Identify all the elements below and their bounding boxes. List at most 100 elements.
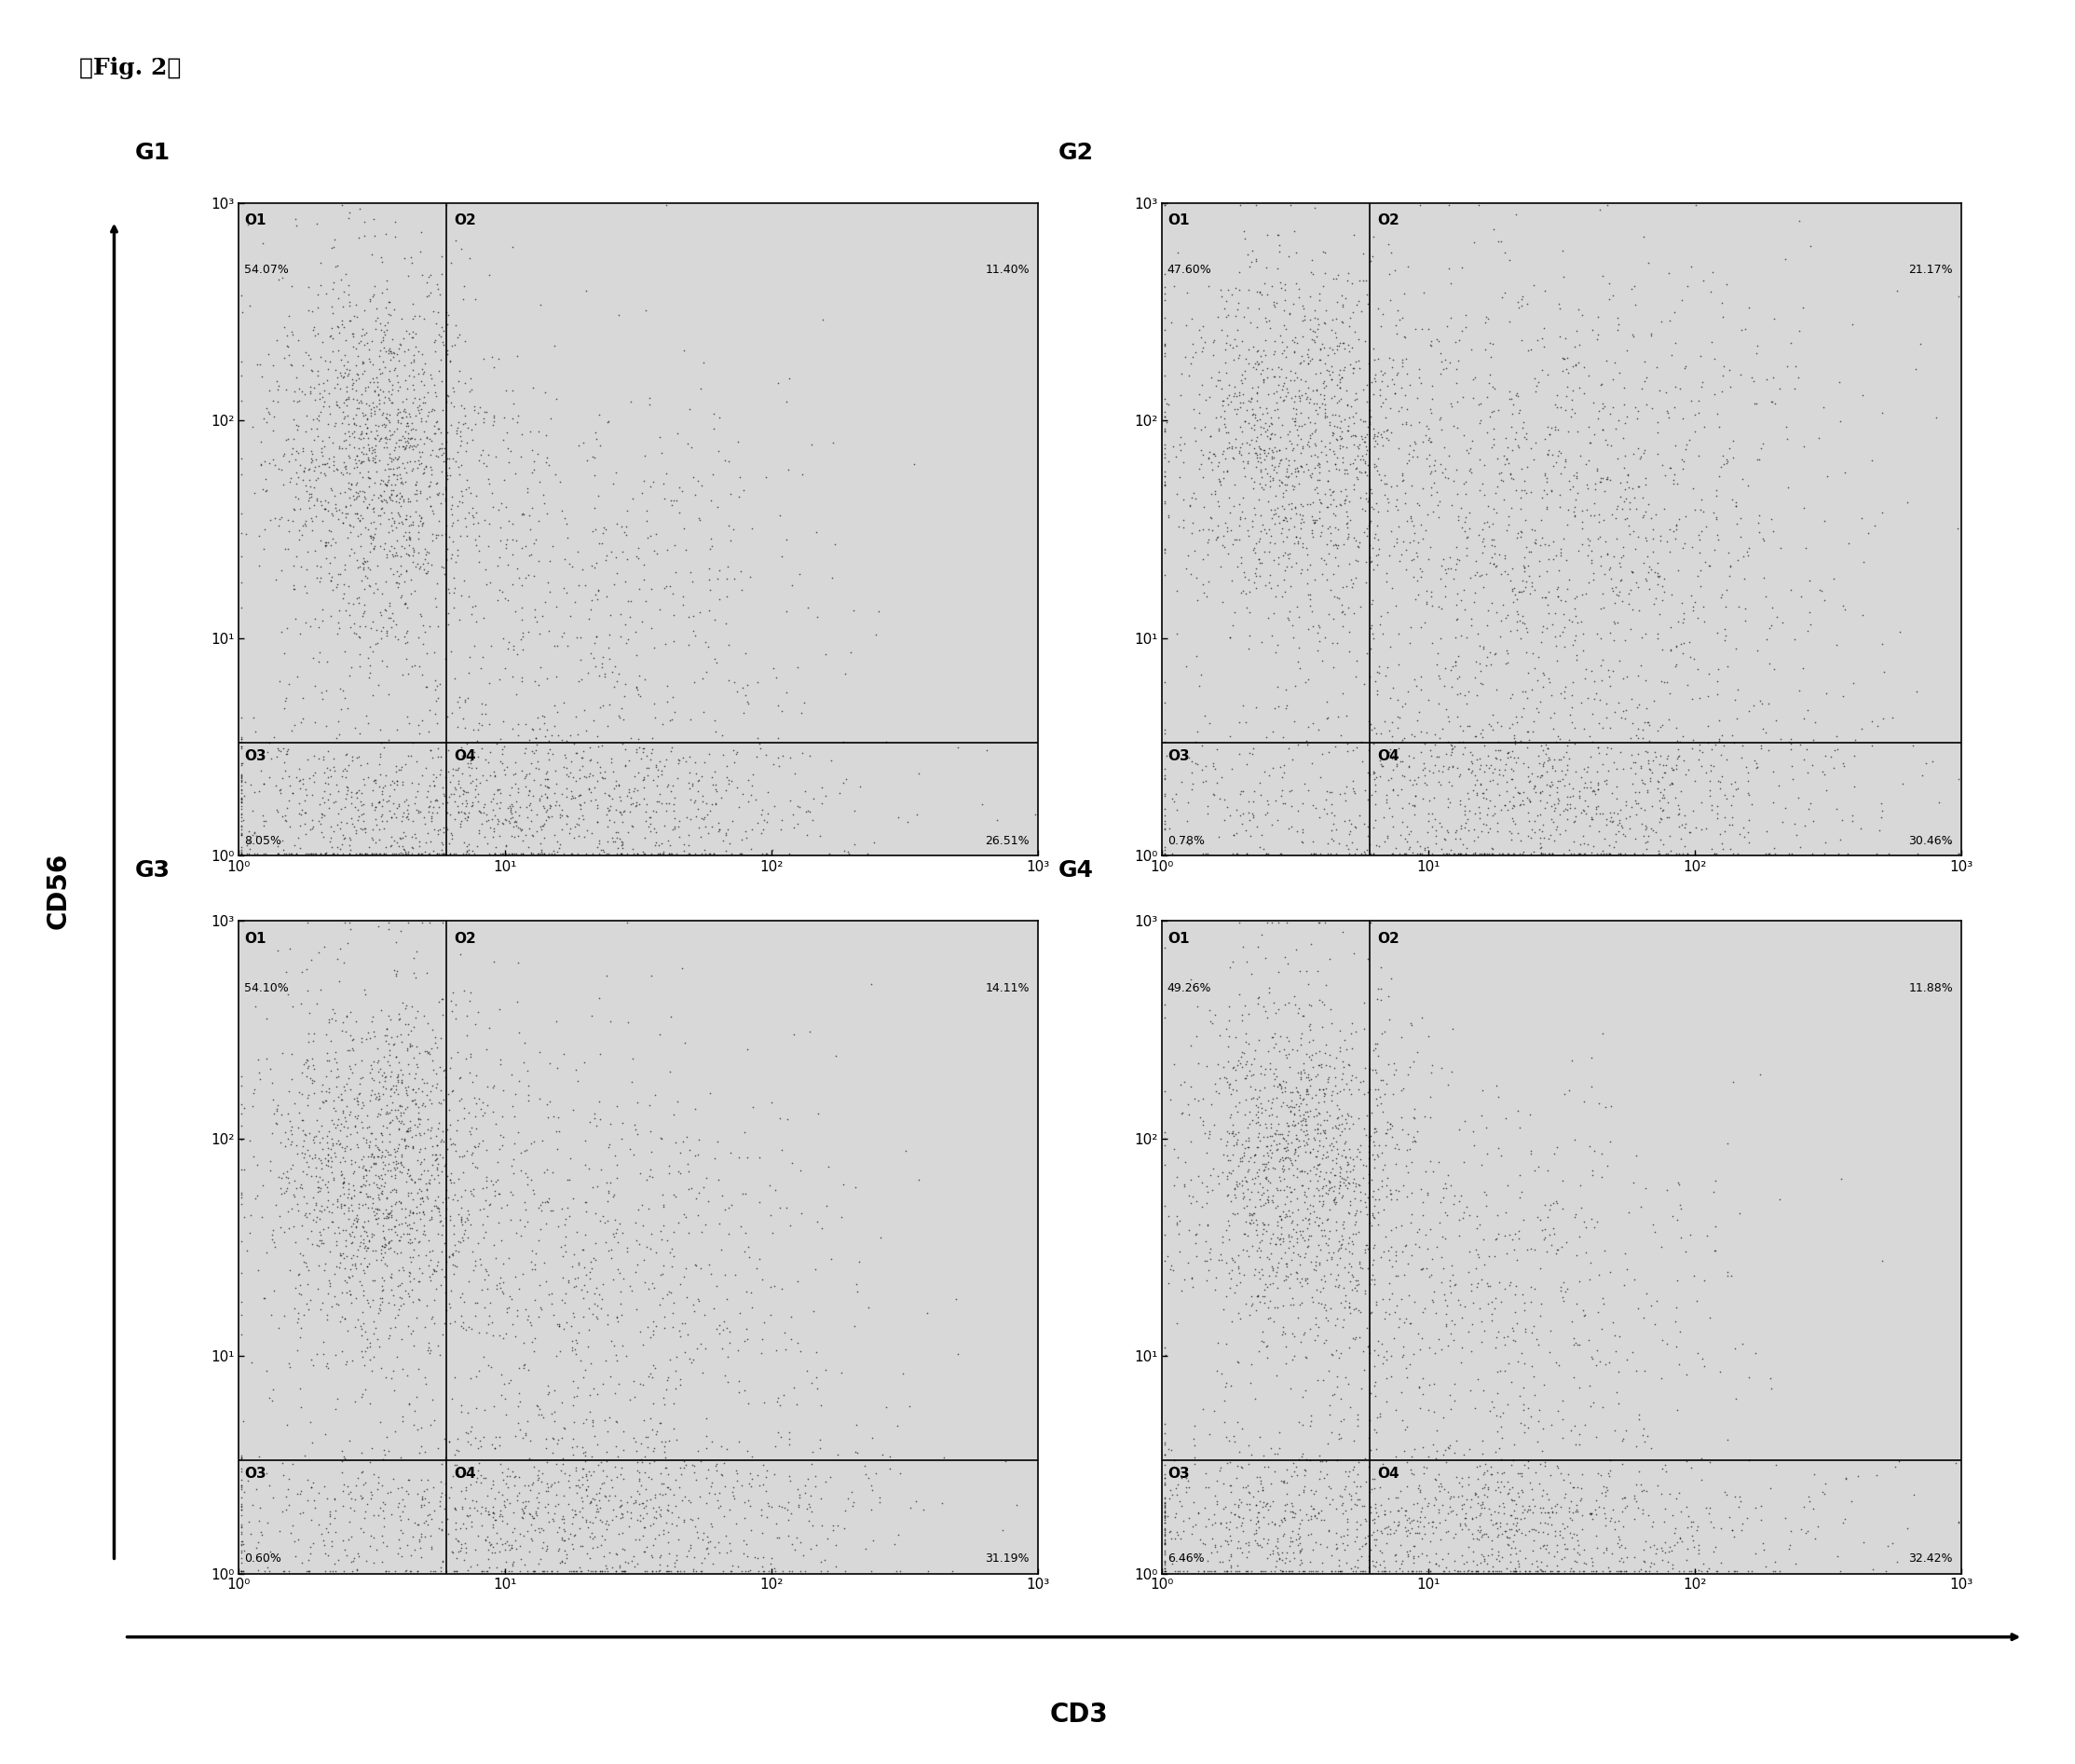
Point — [394, 415, 427, 443]
Point — [324, 1307, 357, 1335]
Point — [689, 658, 722, 686]
Point — [407, 1200, 440, 1228]
Point — [1517, 773, 1550, 801]
Point — [1500, 476, 1533, 505]
Point — [1324, 1168, 1357, 1196]
Point — [1751, 736, 1784, 764]
Point — [1496, 679, 1529, 707]
Point — [1183, 399, 1216, 427]
Point — [276, 1194, 309, 1222]
Point — [357, 1221, 390, 1249]
Point — [1629, 363, 1662, 392]
Point — [1316, 335, 1349, 363]
Point — [1147, 1498, 1181, 1526]
Point — [382, 497, 415, 526]
Point — [313, 531, 347, 559]
Point — [1440, 647, 1473, 676]
Point — [1506, 677, 1540, 706]
Point — [1469, 651, 1502, 679]
Point — [1172, 1182, 1206, 1210]
Point — [357, 1319, 390, 1348]
Point — [1351, 1235, 1384, 1263]
Point — [403, 1118, 436, 1147]
Point — [315, 476, 349, 505]
Point — [380, 1304, 413, 1332]
Point — [311, 1141, 344, 1170]
Point — [297, 316, 330, 344]
Point — [577, 517, 610, 545]
Point — [1349, 1238, 1382, 1267]
Point — [483, 1501, 517, 1529]
Point — [224, 1180, 257, 1208]
Point — [1471, 1268, 1504, 1297]
Point — [465, 1461, 498, 1489]
Point — [1316, 478, 1349, 506]
Point — [320, 494, 353, 522]
Point — [641, 840, 674, 868]
Point — [351, 1547, 384, 1575]
Point — [697, 400, 730, 429]
Point — [430, 1205, 463, 1233]
Point — [649, 797, 683, 826]
Point — [1351, 1231, 1384, 1259]
Point — [1257, 1256, 1291, 1284]
Point — [1214, 1542, 1247, 1570]
Point — [558, 1272, 591, 1300]
Point — [423, 415, 457, 443]
Point — [579, 1279, 612, 1307]
Point — [687, 1519, 720, 1547]
Point — [556, 764, 589, 792]
Point — [1390, 506, 1423, 534]
Point — [749, 741, 782, 769]
Point — [1226, 1508, 1260, 1536]
Point — [1328, 600, 1361, 628]
Point — [1274, 494, 1307, 522]
Point — [1243, 549, 1276, 577]
Point — [1623, 1457, 1656, 1485]
Point — [413, 279, 446, 307]
Point — [1432, 767, 1465, 796]
Point — [1627, 501, 1660, 529]
Point — [1343, 406, 1376, 434]
Point — [1565, 496, 1598, 524]
Point — [745, 1501, 778, 1529]
Point — [438, 1252, 471, 1281]
Point — [515, 796, 548, 824]
Point — [332, 1275, 365, 1304]
Point — [1147, 1529, 1181, 1558]
Point — [1224, 1535, 1257, 1563]
Point — [1313, 1196, 1347, 1224]
Point — [1253, 473, 1286, 501]
Point — [1704, 774, 1737, 803]
Point — [749, 1462, 782, 1491]
Point — [1237, 1208, 1270, 1237]
Point — [1343, 1171, 1376, 1200]
Point — [782, 559, 815, 587]
Point — [795, 1512, 828, 1540]
Point — [1565, 1192, 1598, 1221]
Point — [471, 1498, 504, 1526]
Point — [521, 1466, 554, 1494]
Point — [1208, 404, 1241, 432]
Point — [1164, 1487, 1197, 1515]
Point — [1496, 1528, 1529, 1556]
Point — [1164, 381, 1197, 409]
Point — [1450, 713, 1484, 741]
Point — [342, 446, 376, 475]
Point — [558, 587, 591, 616]
Point — [676, 769, 710, 797]
Point — [376, 512, 409, 540]
Point — [647, 1515, 681, 1544]
Point — [224, 280, 257, 309]
Point — [1608, 822, 1641, 850]
Point — [639, 520, 672, 549]
Point — [1214, 1521, 1247, 1549]
Point — [550, 753, 583, 781]
Point — [363, 773, 396, 801]
Point — [1942, 840, 1975, 868]
Point — [349, 840, 382, 868]
Point — [1282, 633, 1316, 662]
Point — [483, 778, 517, 806]
Point — [1492, 840, 1525, 868]
Point — [475, 1431, 508, 1459]
